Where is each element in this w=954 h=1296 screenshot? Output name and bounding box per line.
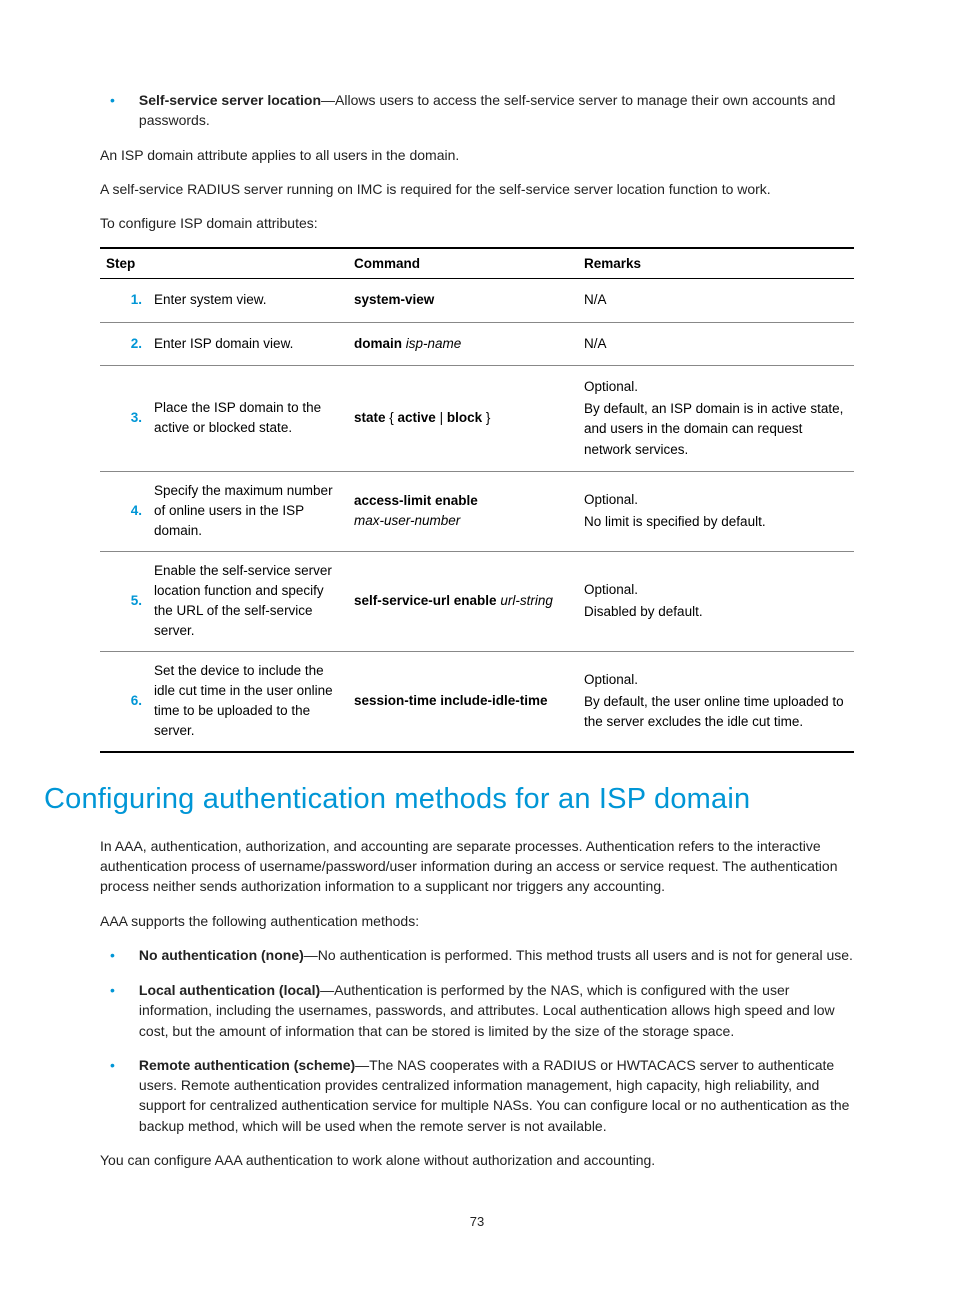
paragraph: To configure ISP domain attributes: <box>100 213 854 233</box>
bullet-text: Self-service server location—Allows user… <box>139 90 854 131</box>
step-number: 5. <box>100 551 148 651</box>
bullet-label: Self-service server location <box>139 92 321 108</box>
list-item: • No authentication (none)—No authenticat… <box>100 945 854 966</box>
list-item: • Remote authentication (scheme)—The NAS … <box>100 1055 854 1136</box>
step-command: system-view <box>348 279 578 322</box>
intro-bullet-list: • Self-service server location—Allows us… <box>100 90 854 131</box>
col-step: Step <box>100 248 348 279</box>
bullet-icon: • <box>110 90 115 131</box>
step-description: Place the ISP domain to the active or bl… <box>148 365 348 471</box>
step-remarks: N/A <box>578 279 854 322</box>
bullet-text: Remote authentication (scheme)—The NAS c… <box>139 1055 854 1136</box>
bullet-label: Local authentication (local) <box>139 982 320 998</box>
step-remarks: Optional.By default, the user online tim… <box>578 651 854 752</box>
step-command: domain isp-name <box>348 322 578 365</box>
section-heading: Configuring authentication methods for a… <box>44 783 854 816</box>
paragraph: A self-service RADIUS server running on … <box>100 179 854 199</box>
step-description: Specify the maximum number of online use… <box>148 471 348 551</box>
table-row: 5.Enable the self-service server locatio… <box>100 551 854 651</box>
bullet-icon: • <box>110 1055 115 1136</box>
paragraph: An ISP domain attribute applies to all u… <box>100 145 854 165</box>
command-table: Step Command Remarks 1.Enter system view… <box>100 247 854 752</box>
bullet-label: No authentication (none) <box>139 947 304 963</box>
bullet-text: Local authentication (local)—Authenticat… <box>139 980 854 1041</box>
step-number: 3. <box>100 365 148 471</box>
bullet-body: —No authentication is performed. This me… <box>304 947 853 963</box>
col-remarks: Remarks <box>578 248 854 279</box>
step-remarks: Optional.No limit is specified by defaul… <box>578 471 854 551</box>
step-command: access-limit enablemax-user-number <box>348 471 578 551</box>
list-item: • Self-service server location—Allows us… <box>100 90 854 131</box>
page-content: • Self-service server location—Allows us… <box>0 0 954 1269</box>
methods-bullet-list: • No authentication (none)—No authenticat… <box>100 945 854 1136</box>
step-description: Enter ISP domain view. <box>148 322 348 365</box>
col-command: Command <box>348 248 578 279</box>
bullet-label: Remote authentication (scheme) <box>139 1057 355 1073</box>
bullet-icon: • <box>110 945 115 966</box>
bullet-icon: • <box>110 980 115 1041</box>
list-item: • Local authentication (local)—Authentica… <box>100 980 854 1041</box>
step-number: 6. <box>100 651 148 752</box>
step-command: session-time include-idle-time <box>348 651 578 752</box>
table-row: 1.Enter system view.system-viewN/A <box>100 279 854 322</box>
table-row: 6.Set the device to include the idle cut… <box>100 651 854 752</box>
step-number: 4. <box>100 471 148 551</box>
table-row: 2.Enter ISP domain view.domain isp-nameN… <box>100 322 854 365</box>
paragraph: You can configure AAA authentication to … <box>100 1150 854 1170</box>
step-remarks: N/A <box>578 322 854 365</box>
step-number: 1. <box>100 279 148 322</box>
step-command: self-service-url enable url-string <box>348 551 578 651</box>
step-remarks: Optional.Disabled by default. <box>578 551 854 651</box>
page-number: 73 <box>100 1214 854 1229</box>
step-description: Enter system view. <box>148 279 348 322</box>
step-description: Set the device to include the idle cut t… <box>148 651 348 752</box>
table-row: 4.Specify the maximum number of online u… <box>100 471 854 551</box>
bullet-text: No authentication (none)—No authenticati… <box>139 945 854 966</box>
paragraph: AAA supports the following authenticatio… <box>100 911 854 931</box>
table-row: 3.Place the ISP domain to the active or … <box>100 365 854 471</box>
step-command: state { active | block } <box>348 365 578 471</box>
step-description: Enable the self-service server location … <box>148 551 348 651</box>
table-header-row: Step Command Remarks <box>100 248 854 279</box>
step-number: 2. <box>100 322 148 365</box>
step-remarks: Optional.By default, an ISP domain is in… <box>578 365 854 471</box>
paragraph: In AAA, authentication, authorization, a… <box>100 836 854 897</box>
